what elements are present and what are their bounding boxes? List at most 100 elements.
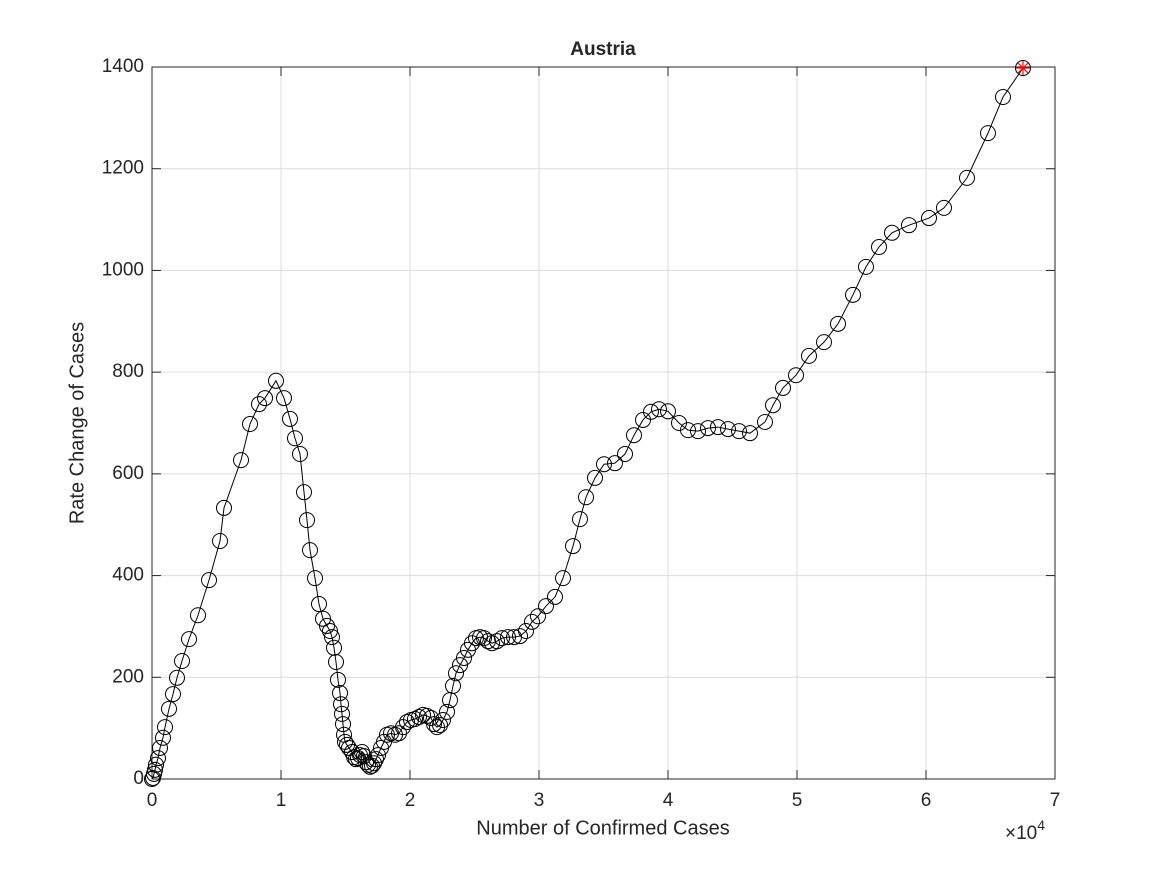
marker [577,489,594,506]
marker [571,511,588,528]
marker [257,390,274,407]
marker [319,617,336,634]
x-tick-label: 6 [921,790,932,811]
marker [679,422,696,439]
y-tick-label: 0 [133,768,144,789]
marker [307,570,324,587]
marker [690,423,707,440]
marker [296,484,313,501]
marker [299,512,316,529]
x-multiplier-exponent: 4 [1037,817,1045,833]
marker [169,669,186,686]
marker [311,596,328,613]
marker [161,700,178,717]
marker [935,199,952,216]
marker [858,258,875,275]
marker [815,334,832,351]
marker [398,714,415,731]
marker [742,425,759,442]
x-tick-label: 1 [276,790,287,811]
marker [332,696,349,713]
y-tick-label: 1000 [102,259,144,280]
x-tick-label: 4 [663,790,674,811]
marker [292,446,309,463]
marker [434,712,451,729]
marker [871,239,888,256]
marker [565,538,582,555]
marker [365,755,382,772]
marker [369,747,386,764]
marker [500,629,517,646]
marker [267,372,284,389]
marker [775,379,792,396]
marker [301,542,318,559]
marker [606,455,623,472]
marker [660,403,676,420]
marker [617,446,634,463]
y-tick-label: 600 [112,463,144,484]
marker [642,403,659,420]
marker [455,649,472,666]
marker [321,623,338,640]
marker [494,630,511,647]
y-axis-label: Rate Change of Cases [66,322,88,524]
marker [731,423,748,440]
marker [180,631,197,648]
marker [174,653,191,670]
marker [511,628,528,645]
marker [554,570,571,587]
x-tick-label: 5 [792,790,803,811]
marker [1014,60,1031,77]
marker [756,413,773,430]
marker [411,708,428,725]
marker [634,411,651,428]
marker [147,756,164,773]
marker [538,598,555,615]
marker [190,607,207,624]
marker [800,347,817,364]
marker [151,739,168,756]
marker [995,89,1012,106]
marker [367,751,384,768]
marker [282,410,299,427]
marker [232,452,249,469]
marker [448,665,465,682]
marker [425,716,442,733]
marker [332,685,349,702]
marker [523,613,540,630]
marker [201,572,218,589]
marker [155,729,172,746]
marker [488,633,505,650]
marker [710,419,727,436]
x-multiplier-base: ×10 [1005,823,1037,844]
marker [979,125,996,142]
marker [147,761,164,778]
marker [883,224,900,241]
marker [165,686,182,703]
marker [921,210,938,227]
marker [650,401,667,418]
marker [323,629,340,646]
y-tick-label: 800 [112,361,144,382]
marker [251,396,268,413]
marker [765,397,782,414]
marker [596,456,613,473]
x-tick-label: 7 [1050,790,1061,811]
marker [586,469,603,486]
marker [276,390,293,407]
marker [242,416,259,433]
x-axis-label: Number of Confirmed Cases [476,817,729,839]
y-tick-label: 1400 [102,56,144,77]
marker [463,635,480,652]
marker [844,286,861,303]
y-tick-label: 400 [112,565,144,586]
marker [328,654,345,671]
marker [334,705,351,722]
marker [432,717,449,734]
y-tick-label: 1200 [102,158,144,179]
marker [700,420,717,437]
marker [829,315,846,332]
